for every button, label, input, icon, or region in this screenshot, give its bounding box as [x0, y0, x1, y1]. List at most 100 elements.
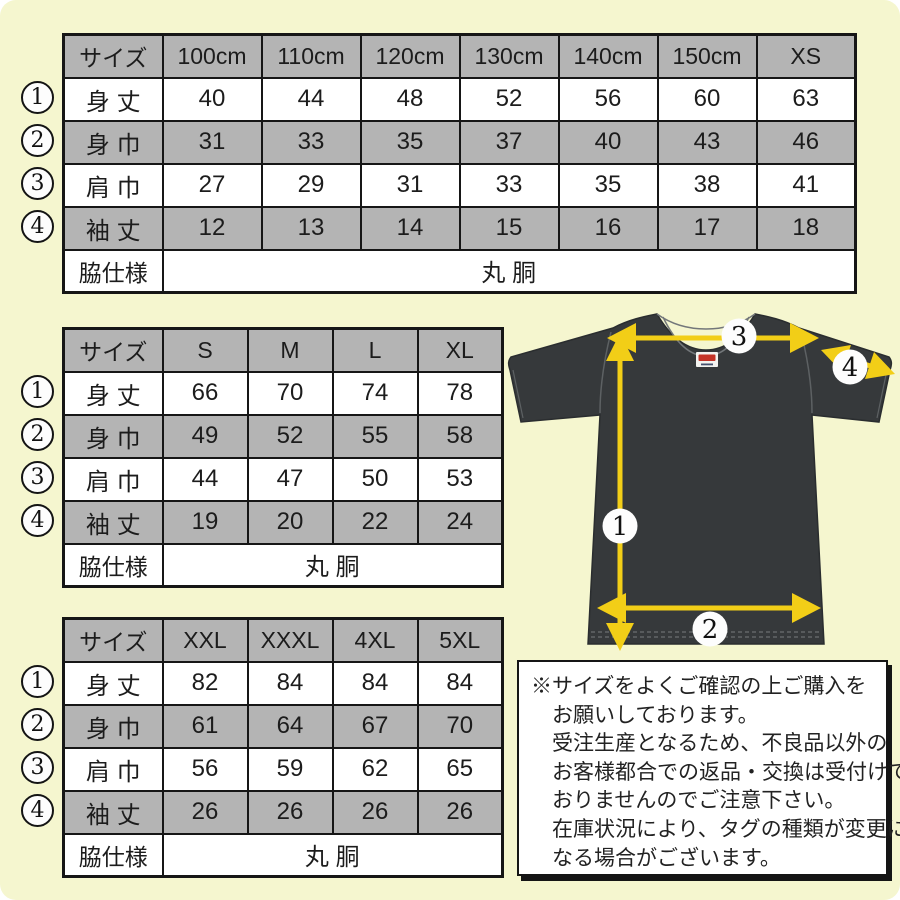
- size-header-cell: 130cm: [458, 33, 560, 79]
- size-value-cell: 60: [656, 76, 758, 122]
- row-number-badge-3: 3: [21, 167, 54, 200]
- size-value-cell: 82: [161, 660, 249, 706]
- row-label-cell: 肩 巾: [62, 456, 164, 502]
- size-table-row: 肩 巾 56 59 62 65: [62, 746, 504, 792]
- side-spec-row: 脇仕様丸 胴: [62, 832, 504, 878]
- size-table-row: 身 巾 31 33 35 37 40 43 46: [62, 119, 857, 165]
- size-table-row: 肩 巾 44 47 50 53: [62, 456, 504, 502]
- size-header-cell: 5XL: [416, 617, 504, 663]
- size-value-cell: 24: [416, 499, 504, 545]
- row-label-cell: 身 巾: [62, 413, 164, 459]
- size-value-cell: 35: [557, 162, 659, 208]
- size-value-cell: 66: [161, 370, 249, 416]
- size-table-row: 身 丈 40 44 48 52 56 60 63: [62, 76, 857, 122]
- size-value-cell: 44: [260, 76, 362, 122]
- size-value-cell: 49: [161, 413, 249, 459]
- size-value-cell: 43: [656, 119, 758, 165]
- row-number-badge-2: 2: [21, 124, 54, 157]
- row-label-cell: 袖 丈: [62, 499, 164, 545]
- size-value-cell: 12: [161, 205, 263, 251]
- size-header-label: サイズ: [62, 617, 164, 663]
- measure-circle-1: 1: [602, 508, 638, 544]
- measure-circle-1-label: 1: [612, 512, 629, 542]
- size-table-kids: サイズ 100cm 110cm 120cm 130cm 140cm 150cm XS 身 丈 40…: [62, 33, 857, 294]
- size-value-cell: 29: [260, 162, 362, 208]
- size-value-cell: 15: [458, 205, 560, 251]
- size-header-cell: M: [246, 327, 334, 373]
- sleeve-stitch-left: [512, 369, 524, 419]
- size-header-cell: L: [331, 327, 419, 373]
- notice-line: 在庫状況により、タグの種類が変更に: [552, 817, 900, 841]
- row-number-badge-2: 2: [21, 418, 54, 451]
- size-value-cell: 56: [161, 746, 249, 792]
- notice-line: 受注生産となるため、不良品以外の: [552, 732, 888, 756]
- size-table-adult: サイズ S M L XL 身 丈 66 70 74 78 身 巾 49 52 55 58 肩 巾 44 47 50 5…: [62, 327, 504, 588]
- row-number-badge-3: 3: [21, 461, 54, 494]
- row-label-cell: 肩 巾: [62, 746, 164, 792]
- size-header-cell: S: [161, 327, 249, 373]
- row-number-badge-1: 1: [21, 665, 54, 698]
- row-number-badge-1: 1: [21, 375, 54, 408]
- size-value-cell: 19: [161, 499, 249, 545]
- notice-line: お願いしております。: [552, 703, 759, 727]
- size-header-cell: 110cm: [260, 33, 362, 79]
- size-value-cell: 18: [755, 205, 857, 251]
- size-value-cell: 16: [557, 205, 659, 251]
- measure-circle-3-label: 3: [731, 322, 748, 352]
- row-number-badge-4: 4: [21, 794, 54, 827]
- measure-arrow-length: [606, 333, 634, 651]
- tshirt-graphic: 1 2 3 4: [507, 313, 895, 651]
- size-header-cell: XXXL: [246, 617, 334, 663]
- size-value-cell: 40: [557, 119, 659, 165]
- size-table-row: 身 丈 66 70 74 78: [62, 370, 504, 416]
- measure-arrow-width: [597, 593, 821, 623]
- size-value-cell: 20: [246, 499, 334, 545]
- size-value-cell: 55: [331, 413, 419, 459]
- size-value-cell: 64: [246, 703, 334, 749]
- size-value-cell: 61: [161, 703, 249, 749]
- armhole-seam-left: [599, 331, 612, 414]
- size-header-cell: 150cm: [656, 33, 758, 79]
- size-header-cell: 120cm: [359, 33, 461, 79]
- notice-line: おりませんのでご注意下さい。: [552, 789, 846, 813]
- size-value-cell: 65: [416, 746, 504, 792]
- brand-tag-icon: [696, 352, 718, 367]
- size-value-cell: 26: [331, 789, 419, 835]
- size-header-label: サイズ: [62, 33, 164, 79]
- size-value-cell: 58: [416, 413, 504, 459]
- side-spec-row: 脇仕様丸 胴: [62, 542, 504, 588]
- size-header-label: サイズ: [62, 327, 164, 373]
- size-header-cell: 140cm: [557, 33, 659, 79]
- side-spec-value: 丸 胴: [161, 832, 504, 878]
- size-value-cell: 84: [331, 660, 419, 706]
- size-value-cell: 48: [359, 76, 461, 122]
- size-table-big: サイズ XXL XXXL 4XL 5XL 身 丈 82 84 84 84 身 巾 61 64 67 70 肩 …: [62, 617, 504, 878]
- size-table-row: 身 巾 49 52 55 58: [62, 413, 504, 459]
- size-table-row: 身 丈 82 84 84 84: [62, 660, 504, 706]
- notice-line: なる場合がございます。: [552, 846, 781, 870]
- sleeve-stitch-right: [876, 369, 888, 419]
- size-value-cell: 70: [246, 370, 334, 416]
- notice-line: お客様都合での返品・交換は受付けて: [552, 760, 900, 784]
- measure-circle-2-label: 2: [702, 615, 719, 645]
- size-value-cell: 84: [246, 660, 334, 706]
- row-number-badge-4: 4: [21, 210, 54, 243]
- size-table-row: 袖 丈 19 20 22 24: [62, 499, 504, 545]
- size-table-row: 袖 丈 12 13 14 15 16 17 18: [62, 205, 857, 251]
- size-table-header-row: サイズ S M L XL: [62, 327, 504, 373]
- row-number-badge-3: 3: [21, 751, 54, 784]
- side-spec-label: 脇仕様: [62, 832, 164, 878]
- size-value-cell: 67: [331, 703, 419, 749]
- size-table-header-row: サイズ XXL XXXL 4XL 5XL: [62, 617, 504, 663]
- size-value-cell: 33: [260, 119, 362, 165]
- notice-line: ※サイズをよくご確認の上ご購入を: [531, 675, 867, 698]
- row-label-cell: 身 丈: [62, 370, 164, 416]
- side-spec-value: 丸 胴: [161, 248, 857, 294]
- size-value-cell: 74: [331, 370, 419, 416]
- size-value-cell: 56: [557, 76, 659, 122]
- size-table-row: 袖 丈 26 26 26 26: [62, 789, 504, 835]
- size-header-cell: 4XL: [331, 617, 419, 663]
- size-value-cell: 53: [416, 456, 504, 502]
